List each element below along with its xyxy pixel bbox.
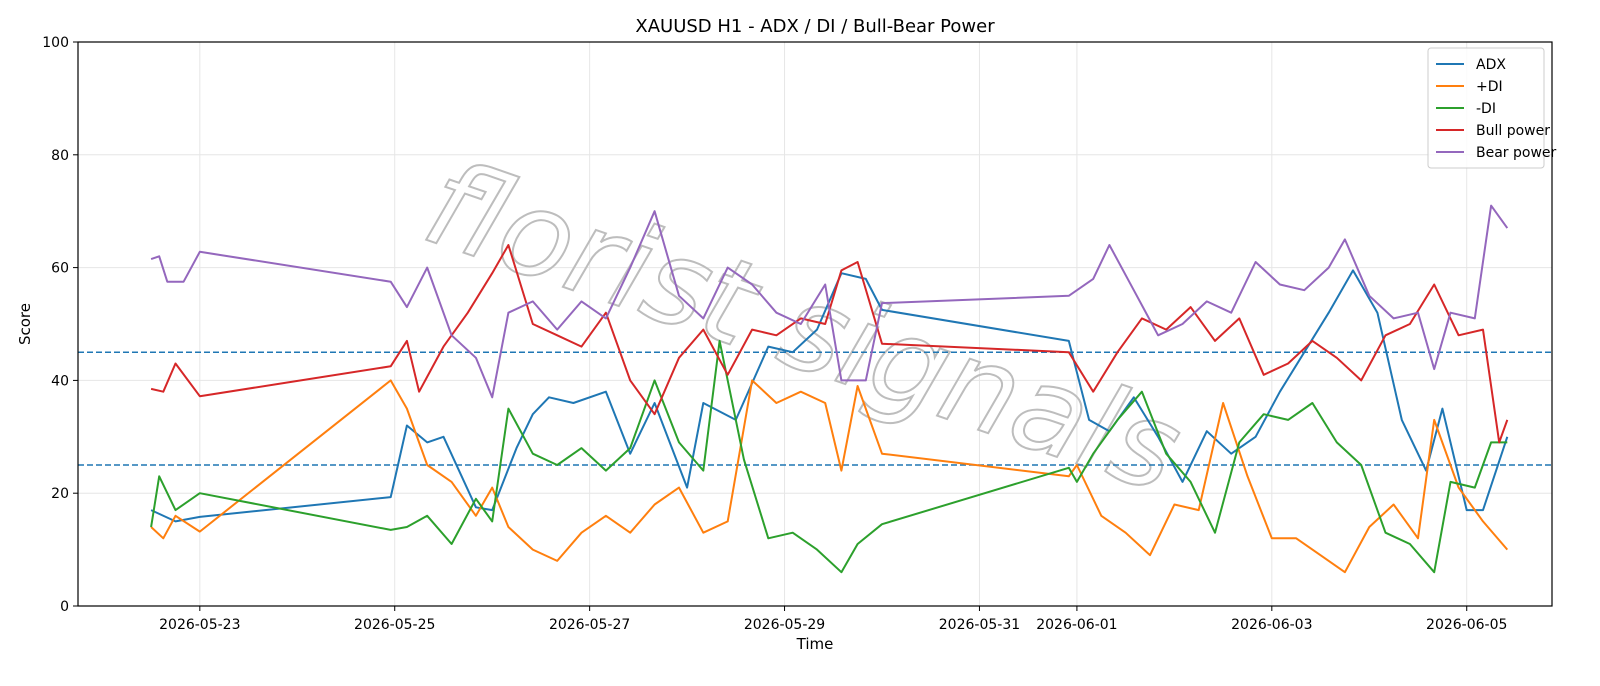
y-tick-label: 0	[60, 599, 69, 615]
legend-label: Bull power	[1476, 123, 1550, 139]
axis-ticks: 0 20 40 60 80 100 2026-05-23 2026-05-25 2026-05-…	[42, 35, 1507, 633]
y-axis-title: Score	[16, 303, 34, 345]
x-tick-label: 2026-05-31	[939, 617, 1020, 633]
x-tick-label: 2026-06-01	[1036, 617, 1117, 633]
legend-box	[1427, 47, 1545, 169]
y-tick-label: 40	[51, 373, 69, 389]
x-tick-label: 2026-06-05	[1426, 617, 1507, 633]
x-tick-label: 2026-06-03	[1231, 617, 1312, 633]
series-line-bull-power	[150, 244, 1509, 444]
chart-title: XAUUSD H1 - ADX / DI / Bull-Bear Power	[635, 16, 995, 37]
x-tick-label: 2026-05-25	[354, 617, 435, 633]
y-tick-label: 100	[42, 35, 69, 51]
watermark-text: florist signals	[410, 133, 1198, 519]
plot-frame	[77, 41, 1553, 607]
series-line-di	[150, 339, 1508, 574]
legend-label: -DI	[1476, 101, 1496, 117]
series-lines	[150, 204, 1509, 574]
series-line-bear-power	[150, 204, 1509, 399]
y-tick-label: 20	[51, 486, 69, 502]
watermark: florist signals	[409, 132, 1199, 520]
series-line-di	[150, 379, 1509, 574]
x-tick-label: 2026-05-27	[549, 617, 630, 633]
x-tick-label: 2026-05-23	[159, 617, 240, 633]
reference-lines	[78, 351, 1552, 466]
x-tick-label: 2026-05-29	[744, 617, 825, 633]
x-axis-title: Time	[796, 635, 834, 653]
y-tick-label: 80	[51, 148, 69, 164]
legend-label: Bear power	[1476, 145, 1557, 161]
legend-label: ADX	[1476, 57, 1506, 73]
y-tick-label: 60	[51, 261, 69, 277]
legend: ADX +DI -DI Bull power Bear power	[1427, 47, 1557, 169]
legend-label: +DI	[1476, 79, 1503, 95]
